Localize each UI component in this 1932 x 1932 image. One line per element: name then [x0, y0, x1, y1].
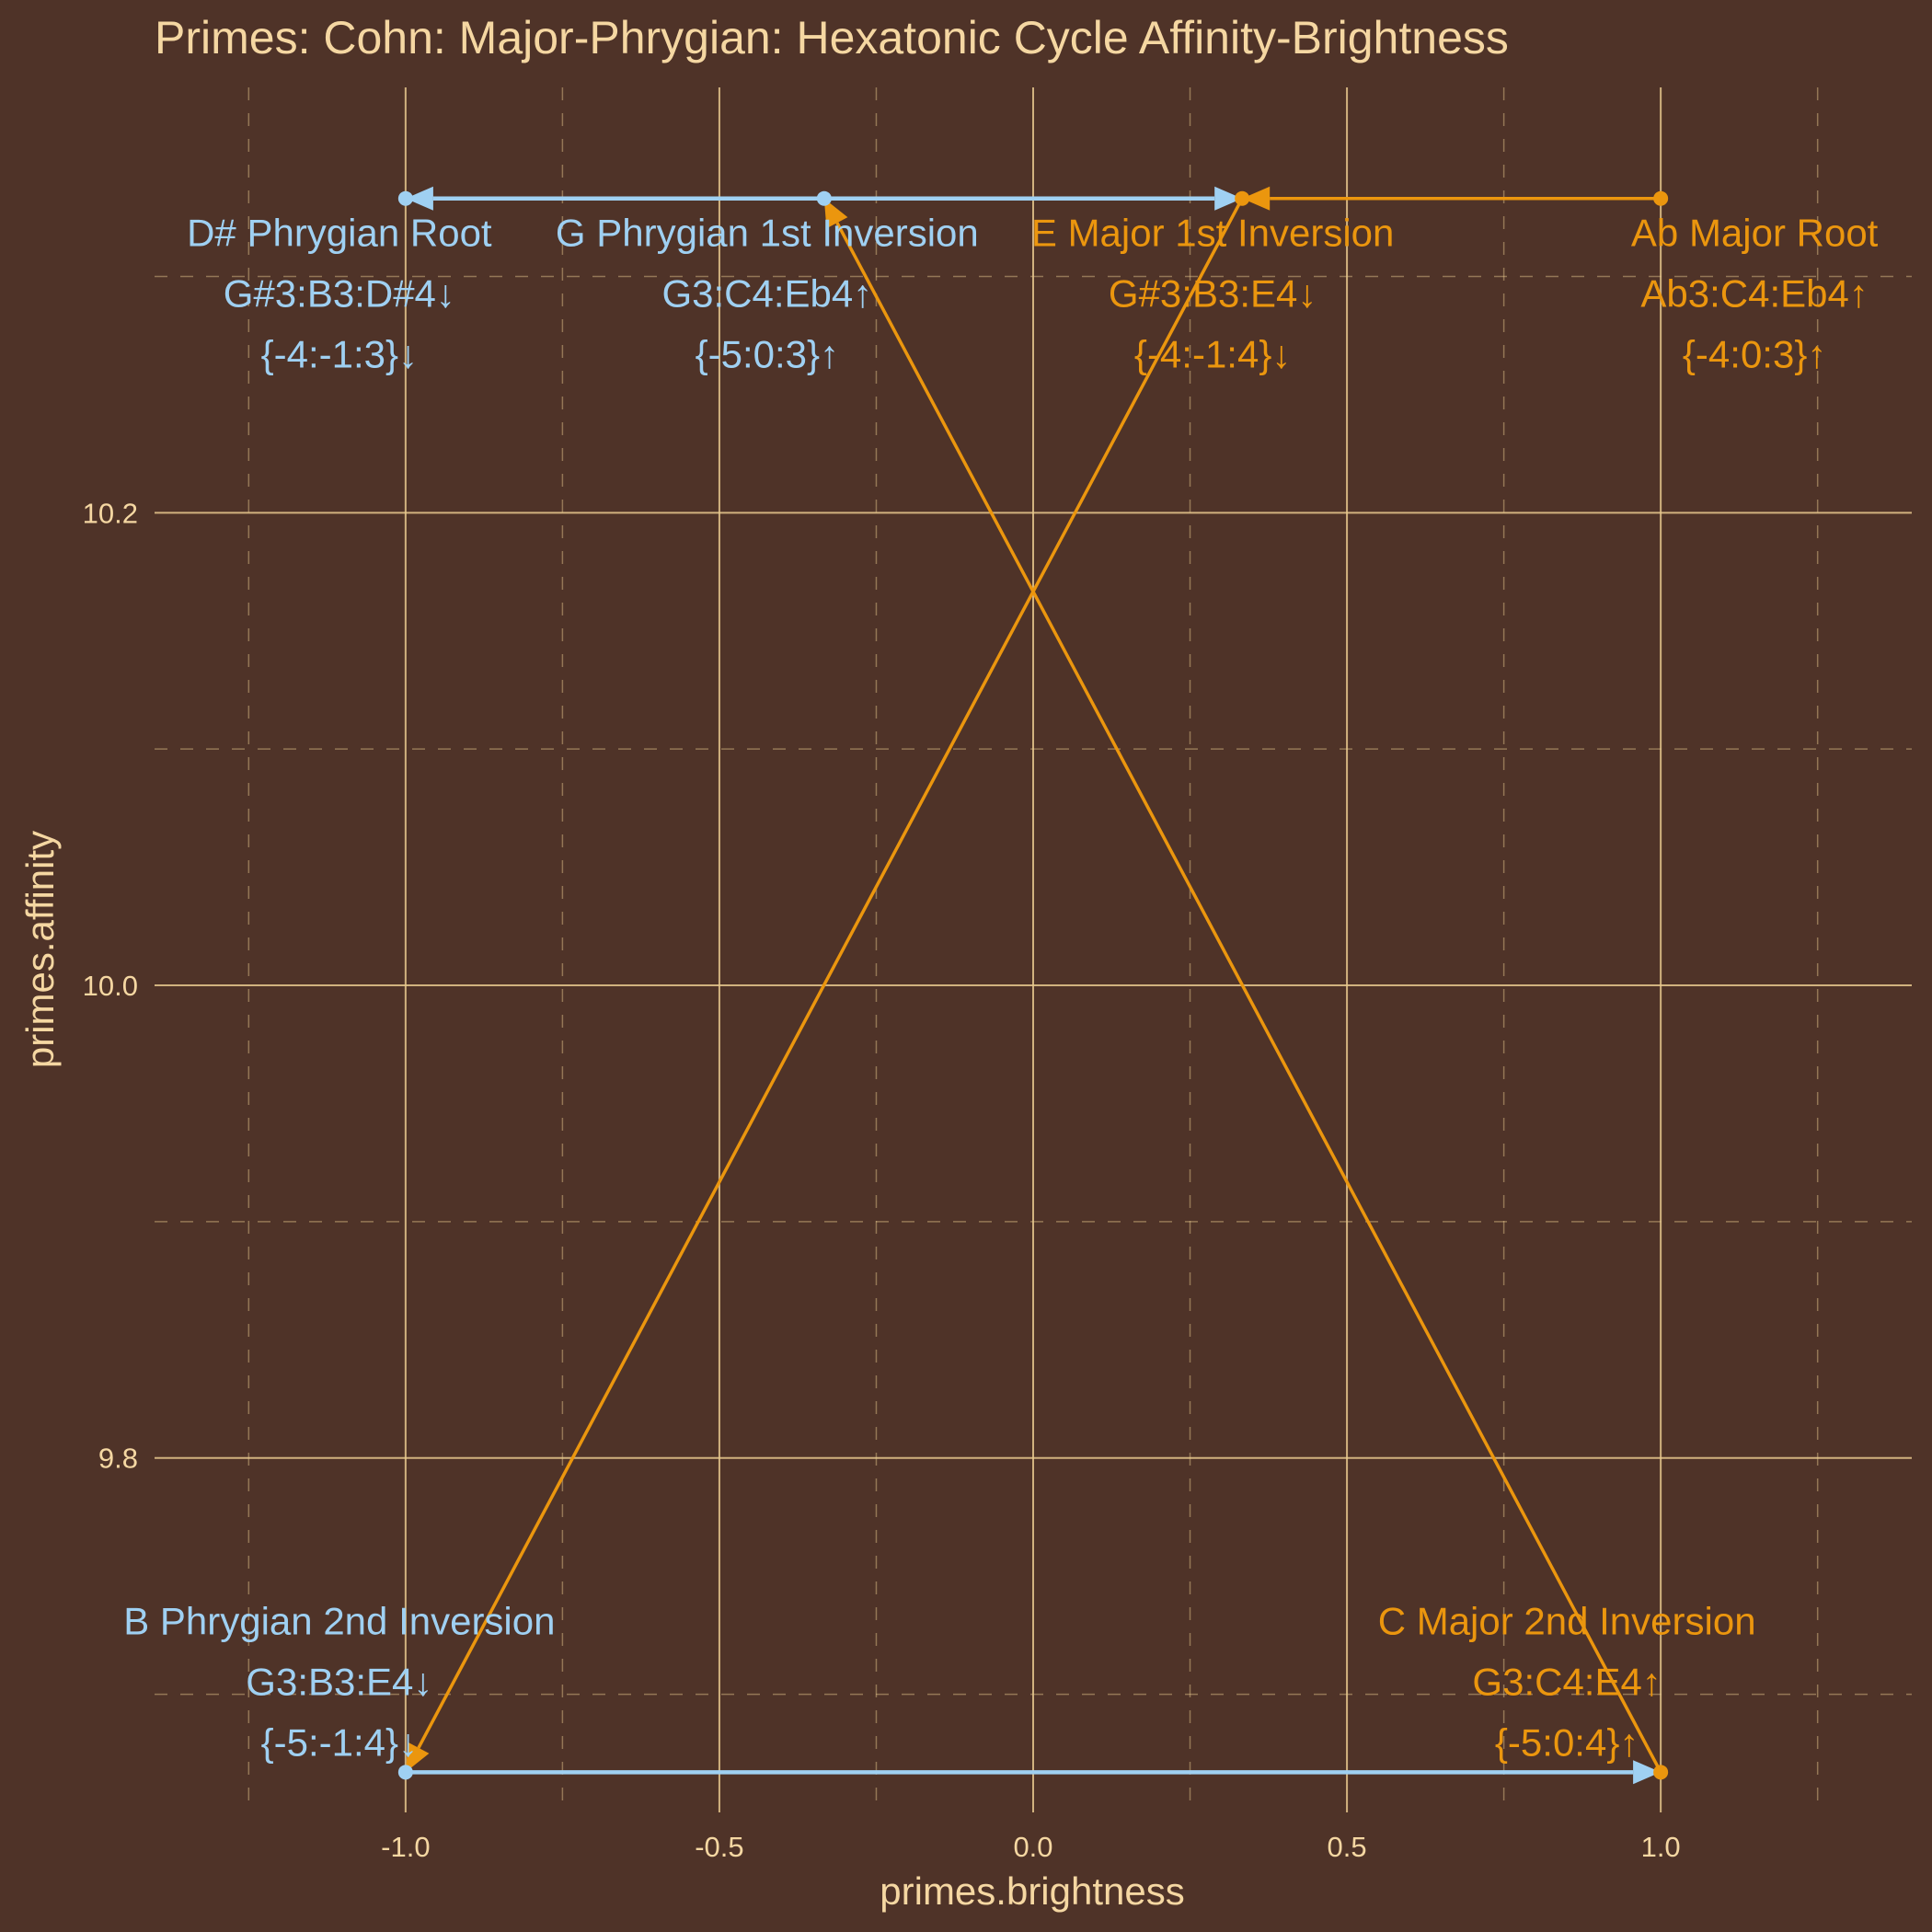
point-label-notes: G#3:B3:D#4↓ — [224, 272, 455, 316]
data-point — [397, 190, 413, 206]
chart-title: Primes: Cohn: Major-Phrygian: Hexatonic … — [155, 12, 1509, 63]
point-label-notes: G3:B3:E4↓ — [246, 1660, 432, 1703]
data-point — [816, 190, 832, 206]
y-tick-label: 9.8 — [98, 1443, 138, 1475]
y-tick-label: 10.2 — [83, 497, 138, 529]
arrow-line — [417, 197, 1244, 1749]
point-label-name: E Major 1st Inversion — [1031, 212, 1395, 255]
arrow-head — [1242, 186, 1271, 211]
point-label-notes: G#3:B3:E4↓ — [1109, 272, 1317, 316]
x-tick-label: -0.5 — [695, 1831, 743, 1863]
arrow-lines — [405, 186, 1662, 1785]
point-label-notes: G3:C4:Eb4↑ — [661, 272, 872, 316]
point-label-name: B Phrygian 2nd Inversion — [123, 1599, 555, 1642]
y-axis-label: primes.affinity — [18, 831, 62, 1068]
grid — [155, 87, 1912, 1812]
point-label-intervals: {-4:-1:4}↓ — [1134, 333, 1291, 376]
point-labels: D# Phrygian Root G#3:B3:D#4↓ {-4:-1:3}↓ G P… — [123, 212, 1878, 1765]
point-label-intervals: {-5:0:3}↑ — [696, 333, 839, 376]
point-label-intervals: {-4:-1:3}↓ — [261, 333, 418, 376]
x-tick-label: -1.0 — [381, 1831, 430, 1863]
x-tick-label: 1.0 — [1641, 1831, 1681, 1863]
x-tick-label: 0.0 — [1013, 1831, 1052, 1863]
data-point — [397, 1765, 413, 1780]
point-label-intervals: {-5:0:4}↑ — [1495, 1720, 1639, 1764]
arrow-head — [1633, 1760, 1662, 1785]
x-axis-label: primes.brightness — [880, 1869, 1184, 1913]
arrow-head — [1214, 186, 1243, 211]
axes: -1.0 -0.5 0.0 0.5 1.0 9.8 10.0 10.2 — [83, 497, 1681, 1863]
data-point — [1653, 1765, 1669, 1780]
x-tick-label: 0.5 — [1328, 1831, 1367, 1863]
point-label-intervals: {-4:0:3}↑ — [1683, 333, 1826, 376]
point-label-name: C Major 2nd Inversion — [1378, 1599, 1756, 1642]
arrow-head — [823, 198, 848, 229]
arrow-head — [405, 1742, 430, 1773]
arrow-head — [405, 186, 433, 211]
y-tick-label: 10.0 — [83, 970, 138, 1002]
data-point — [1653, 190, 1669, 206]
arrow-line — [835, 222, 1662, 1774]
point-label-name: G Phrygian 1st Inversion — [556, 212, 979, 255]
data-point — [1235, 190, 1250, 206]
point-label-intervals: {-5:-1:4}↓ — [261, 1720, 418, 1764]
point-label-notes: G3:C4:E4↑ — [1472, 1660, 1661, 1703]
point-label-name: D# Phrygian Root — [187, 212, 492, 255]
point-label-notes: Ab3:C4:Eb4↑ — [1640, 272, 1869, 316]
point-label-name: Ab Major Root — [1631, 212, 1879, 255]
data-points — [397, 190, 1669, 1780]
